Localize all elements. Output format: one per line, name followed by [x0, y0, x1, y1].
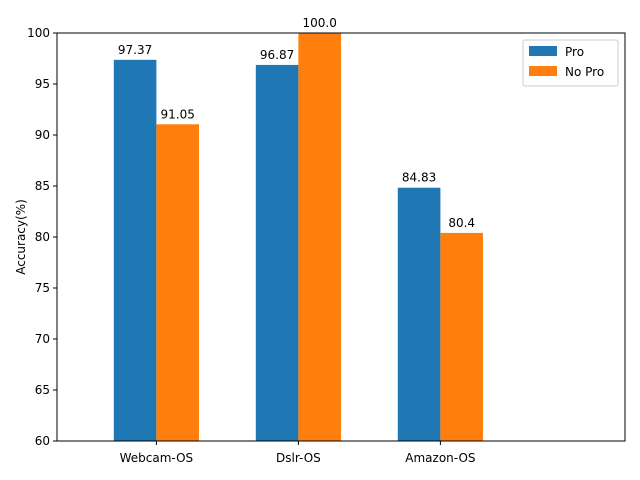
y-tick-label: 70 — [35, 332, 50, 346]
bars-group — [113, 33, 483, 442]
y-tick-label: 60 — [35, 434, 50, 448]
bar-value-label: 96.87 — [260, 48, 294, 62]
legend-swatch — [529, 46, 557, 56]
bar-webcam-os-pro — [113, 59, 157, 442]
bar-value-label: 80.4 — [448, 216, 475, 230]
y-tick-label: 80 — [35, 230, 50, 244]
y-tick-label: 65 — [35, 383, 50, 397]
x-axis-ticks: Webcam-OS Dslr-OS Amazon-OS — [120, 441, 476, 465]
bar-amazon-os-pro — [397, 187, 441, 441]
bar-value-label: 91.05 — [161, 107, 195, 121]
legend-entry-label: No Pro — [565, 65, 604, 79]
legend-entry-label: Pro — [565, 45, 584, 59]
bar-labels-group: 97.37 91.05 96.87 100.0 84.83 80.4 — [118, 16, 475, 230]
legend: Pro No Pro — [522, 39, 619, 87]
x-tick-label: Amazon-OS — [405, 451, 475, 465]
bar-webcam-os-no-pro — [156, 124, 199, 441]
bar-amazon-os-no-pro — [440, 232, 483, 441]
bar-value-label: 100.0 — [303, 16, 337, 30]
y-axis-ticks: 60 65 70 75 80 85 90 95 100 — [27, 26, 57, 448]
y-tick-label: 95 — [35, 77, 50, 91]
y-axis-label: Accuracy(%) — [14, 199, 28, 275]
bar-dslr-os-pro — [255, 64, 299, 442]
bar-dslr-os-no-pro — [298, 33, 341, 441]
y-tick-label: 90 — [35, 128, 50, 142]
bar-value-label: 97.37 — [118, 43, 152, 57]
bar-value-label: 84.83 — [402, 171, 436, 185]
x-tick-label: Dslr-OS — [276, 451, 321, 465]
x-tick-label: Webcam-OS — [120, 451, 194, 465]
y-tick-label: 85 — [35, 179, 50, 193]
y-tick-label: 100 — [27, 26, 50, 40]
legend-swatch — [529, 66, 557, 76]
y-tick-label: 75 — [35, 281, 50, 295]
